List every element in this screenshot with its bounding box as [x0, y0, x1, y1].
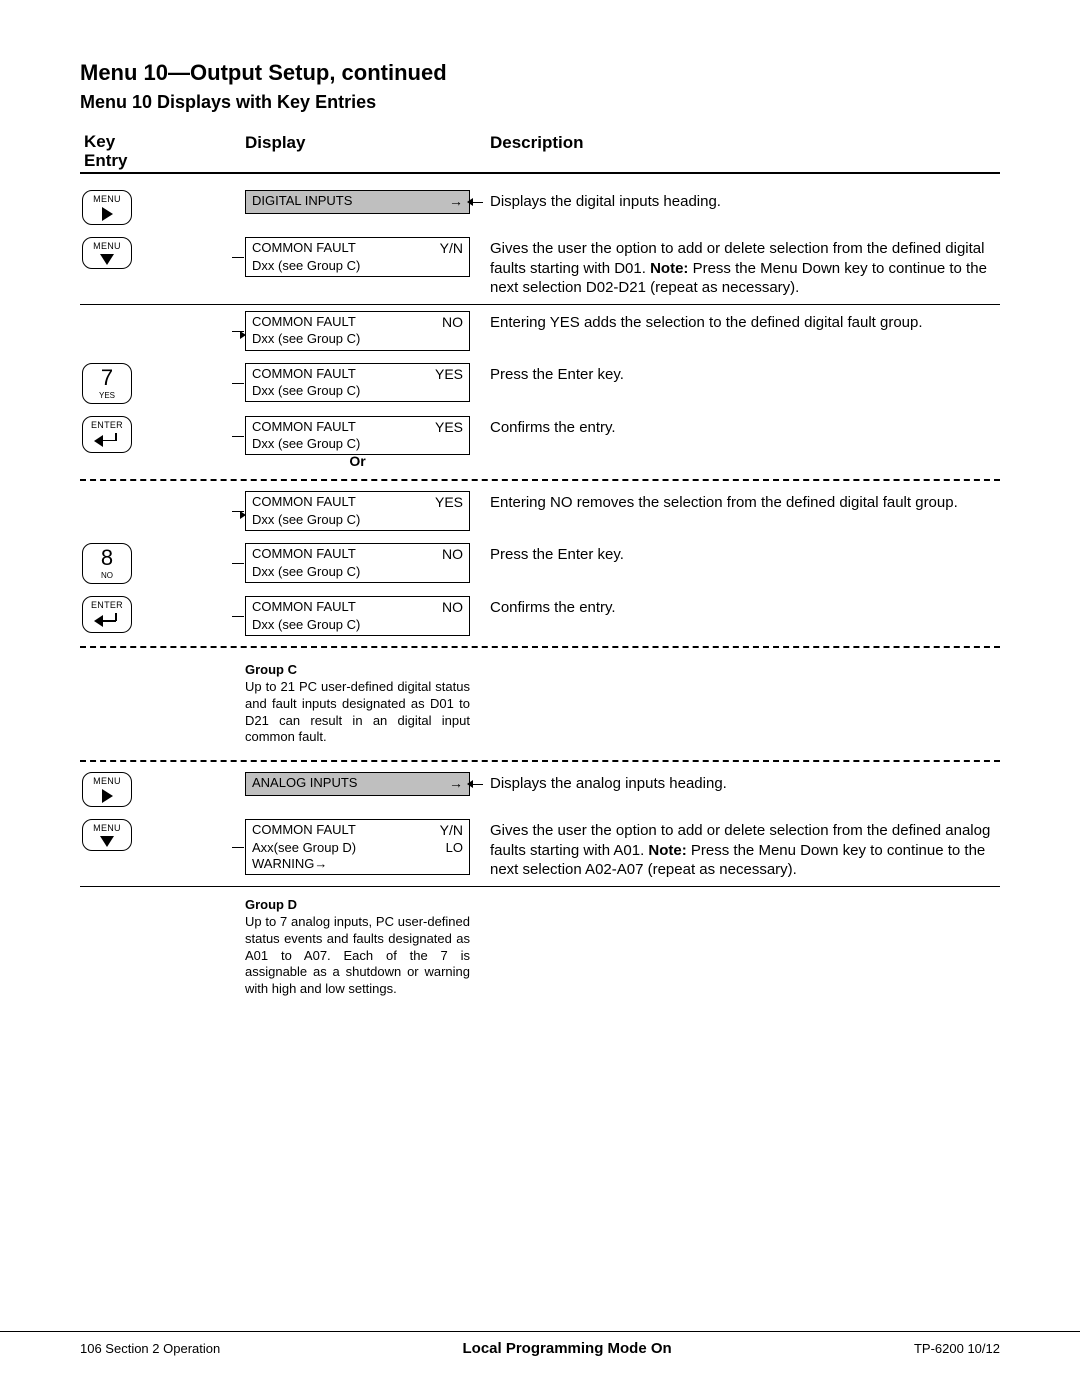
description-text: Entering NO removes the selection from t…	[470, 491, 1000, 513]
display-box: COMMON FAULTYESDxx (see Group C)	[245, 491, 470, 531]
col-description: Description	[490, 133, 584, 152]
display-box: COMMON FAULTNODxx (see Group C)	[245, 311, 470, 351]
display-box: COMMON FAULTY/NDxx (see Group C)	[245, 237, 470, 277]
page-subtitle: Menu 10 Displays with Key Entries	[80, 92, 1000, 113]
table-row: ENTERCOMMON FAULTYESDxx (see Group C)OrC…	[80, 410, 1000, 476]
group-note: Group CUp to 21 PC user-defined digital …	[245, 658, 470, 750]
description-text: Confirms the entry.	[470, 416, 1000, 438]
table-row: MENU COMMON FAULTY/NAxx(see Group D)LOWAR…	[80, 813, 1000, 886]
key-button: MENU	[82, 237, 132, 269]
key-button: MENU	[82, 772, 132, 807]
table-row: ENTER COMMON FAULTNODxx (see Group C)Conf…	[80, 590, 1000, 642]
key-button: 8NO	[82, 543, 132, 584]
display-box: ANALOG INPUTS→	[245, 772, 470, 796]
table-row: Group DUp to 7 analog inputs, PC user-de…	[80, 887, 1000, 1008]
key-button: ENTER	[82, 596, 132, 633]
table-row: 8NO COMMON FAULTNODxx (see Group C)Press …	[80, 537, 1000, 590]
key-button: MENU	[82, 190, 132, 225]
display-box: COMMON FAULTYESDxx (see Group C)	[245, 363, 470, 403]
page-title: Menu 10—Output Setup, continued	[80, 60, 1000, 86]
table-row: COMMON FAULTNODxx (see Group C)Entering …	[80, 305, 1000, 357]
display-box: COMMON FAULTNODxx (see Group C)	[245, 596, 470, 636]
footer-left: 106 Section 2 Operation	[80, 1341, 220, 1356]
group-note: Group DUp to 7 analog inputs, PC user-de…	[245, 893, 470, 1002]
key-button: MENU	[82, 819, 132, 851]
table-header: KeyEntry Display Description	[80, 133, 1000, 174]
display-box: COMMON FAULTNODxx (see Group C)	[245, 543, 470, 583]
table-row: 7YES COMMON FAULTYESDxx (see Group C)Pres…	[80, 357, 1000, 410]
description-text: Gives the user the option to add or dele…	[470, 819, 1000, 880]
description-text: Confirms the entry.	[470, 596, 1000, 618]
table-row: COMMON FAULTYESDxx (see Group C)Entering…	[80, 485, 1000, 537]
description-text: Gives the user the option to add or dele…	[470, 237, 1000, 298]
footer-right: TP-6200 10/12	[914, 1341, 1000, 1356]
description-text: Press the Enter key.	[470, 363, 1000, 385]
description-text: Displays the analog inputs heading.	[470, 772, 1000, 794]
table-row: MENU COMMON FAULTY/NDxx (see Group C)Give…	[80, 231, 1000, 304]
description-text: Displays the digital inputs heading.	[470, 190, 1000, 212]
table-row: MENU DIGITAL INPUTS→Displays the digital …	[80, 184, 1000, 231]
page-footer: 106 Section 2 Operation Local Programmin…	[0, 1331, 1080, 1357]
display-box: COMMON FAULTY/NAxx(see Group D)LOWARNING…	[245, 819, 470, 875]
table-row: Group CUp to 21 PC user-defined digital …	[80, 652, 1000, 756]
display-box: DIGITAL INPUTS→	[245, 190, 470, 214]
key-button: ENTER	[82, 416, 132, 453]
key-button: 7YES	[82, 363, 132, 404]
table-row: MENU ANALOG INPUTS→Displays the analog in…	[80, 766, 1000, 813]
description-text: Entering YES adds the selection to the d…	[470, 311, 1000, 333]
description-text: Press the Enter key.	[470, 543, 1000, 565]
col-display: Display	[245, 133, 305, 152]
footer-mid: Local Programming Mode On	[463, 1340, 672, 1357]
display-box: COMMON FAULTYESDxx (see Group C)	[245, 416, 470, 456]
